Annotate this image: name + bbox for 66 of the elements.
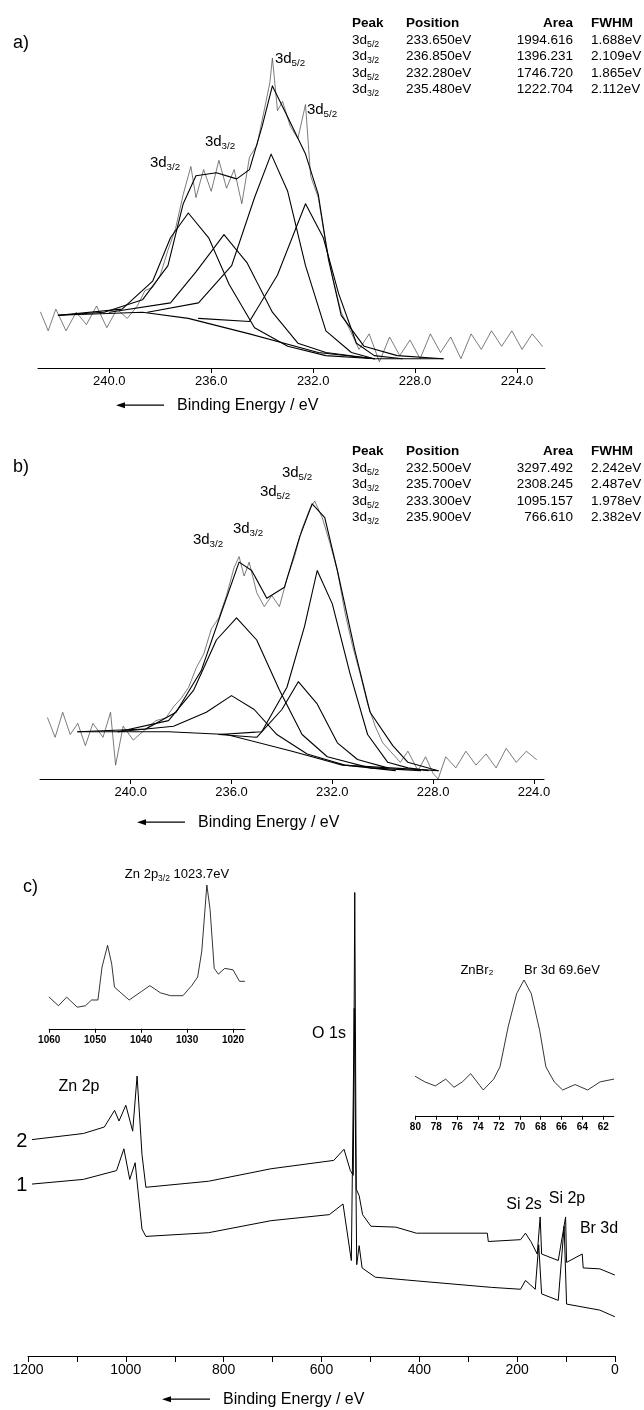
text: 3d$_{5/2}$ 232.500eV 3297.492 2.242eV [352,459,642,477]
x-tick-label: 228.0 [416,784,450,799]
x-tick-label: 72 [493,1121,505,1133]
x-tick-label: 236.0 [194,373,228,388]
x-tick-label: 600 [309,1361,334,1377]
x-tick-label: 1020 [221,1034,245,1046]
x-tick-label: 232.0 [296,373,330,388]
x-tick-label: 1040 [130,1034,153,1046]
annotation: 3d$_{3/2}$ [149,152,181,172]
x-tick-label: 224.0 [500,373,534,388]
x-tick-label: 66 [555,1121,568,1133]
x-tick-label: 800 [211,1361,236,1377]
text: 3d$_{3/2}$ 235.700eV 2308.245 2.487eV [352,475,642,493]
x-tick-label: 224.0 [517,784,551,799]
annotation: ZnBr₂ [460,961,494,977]
x-tick-label: 240.0 [93,373,126,388]
annotation: Br 3d [579,1219,619,1237]
x-tick-label: 240.0 [114,784,147,799]
text: 3d$_{5/2}$ 232.280eV 1746.720 1.865eV [352,64,642,82]
x-axis-title: Binding Energy / eV [223,1390,365,1408]
x-tick-label: 80 [409,1121,422,1133]
text: Peak Position Area FWHM [352,14,633,30]
chart-title: c) [23,876,38,896]
x-tick-label: 1030 [175,1034,199,1046]
x-tick-label: 64 [576,1121,589,1133]
x-tick-label: 1000 [110,1361,142,1377]
annotation: Br 3d 69.6eV [524,961,600,977]
x-tick-label: 1200 [12,1361,44,1377]
x-tick-label: 76 [451,1121,464,1133]
chart-title: a) [13,32,30,52]
text: 3d$_{3/2}$ 236.850eV 1396.231 2.109eV [352,47,642,65]
x-tick-label: 68 [535,1121,547,1133]
x-tick-label: 0 [611,1361,620,1377]
series-label: 1 [16,1173,28,1196]
annotation: Si 2p [548,1189,586,1207]
x-tick-label: 1060 [38,1034,61,1046]
annotation: 3d$_{3/2}$ [192,529,224,549]
series-label: 2 [16,1128,28,1151]
x-tick-label: 70 [514,1121,526,1133]
annotation: O 1s [312,1024,346,1042]
annotation: 3d$_{5/2}$ [274,48,306,68]
chart-title: b) [13,456,30,476]
x-axis-title: Binding Energy / eV [177,396,319,414]
text: 3d$_{5/2}$ [281,462,313,482]
x-tick-label: 62 [597,1121,610,1133]
annotation: 3d$_{5/2}$ [306,99,338,119]
annotation: Zn 2p [58,1077,100,1095]
text: 3d$_{5/2}$ 233.650eV 1994.616 1.688eV [352,31,642,49]
x-tick-label: 74 [472,1121,485,1133]
annotation: 3d$_{3/2}$ [232,518,264,538]
text: Zn 2p$_{3/2}$ 1023.7eV [124,865,230,883]
annotation: 3d$_{3/2}$ [204,131,236,151]
x-tick-label: 200 [505,1361,530,1377]
x-axis-title: Binding Energy / eV [198,813,340,831]
x-tick-label: 228.0 [398,373,432,388]
x-tick-label: 1050 [84,1034,107,1046]
x-tick-label: 78 [430,1121,443,1133]
x-tick-label: 400 [407,1361,432,1377]
text: 3d$_{3/2}$ 235.900eV 766.610 2.382eV [352,508,642,526]
x-tick-label: 236.0 [215,784,248,799]
text: Peak Position Area FWHM [352,442,633,458]
text: 3d$_{3/2}$ 235.480eV 1222.704 2.112eV [352,80,641,98]
text: 3d$_{5/2}$ [259,481,291,501]
annotation: Si 2s [506,1195,542,1213]
x-tick-label: 232.0 [316,784,349,799]
text: 3d$_{5/2}$ 233.300eV 1095.157 1.978eV [352,492,642,510]
